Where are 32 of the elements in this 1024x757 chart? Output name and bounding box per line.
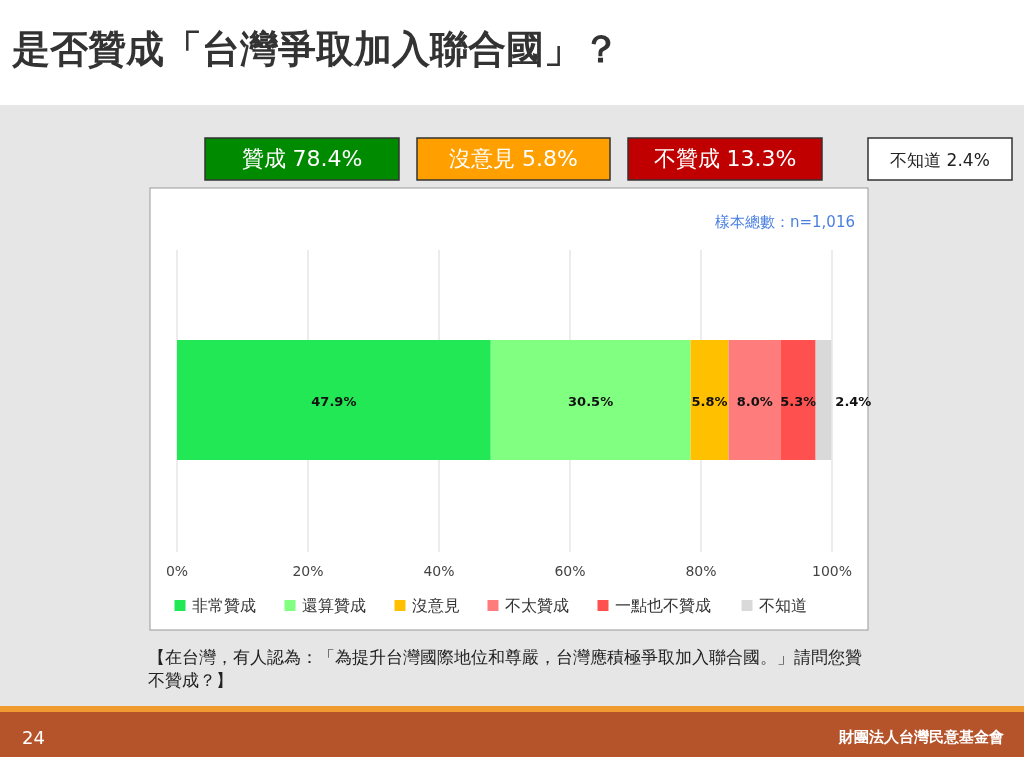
legend-label: 一點也不贊成	[614, 596, 711, 615]
x-tick-label: 100%	[811, 563, 853, 579]
text: 沒意見 5.8%	[449, 146, 578, 171]
legend-label: 不太贊成	[504, 596, 569, 615]
bar	[177, 340, 491, 460]
chart-title: 是否贊成「台灣爭取加入聯合國」？	[11, 27, 620, 71]
legend-label: 還算贊成	[301, 596, 366, 615]
text: 不贊成 13.3%	[653, 146, 797, 171]
bar	[780, 340, 816, 460]
data-label: 5.3%	[780, 394, 817, 409]
x-tick-label: 40%	[423, 563, 455, 579]
data-label: 2.4%	[835, 394, 872, 409]
bar	[728, 340, 781, 460]
data-label: 47.9%	[311, 394, 357, 409]
x-tick-label: 20%	[292, 563, 324, 579]
x-tick-label: 80%	[685, 563, 717, 579]
legend-label: 非常贊成	[191, 596, 256, 615]
text: 贊成 78.4%	[241, 146, 363, 171]
data-label: 5.8%	[691, 394, 728, 409]
x-tick-label: 0%	[165, 563, 189, 579]
text: 財團法人台灣民意基金會	[838, 728, 1004, 746]
x-tick-label: 60%	[554, 563, 586, 579]
bar	[690, 340, 729, 460]
data-label: 30.5%	[568, 394, 614, 409]
data-label: 8.0%	[736, 394, 773, 409]
bar	[490, 340, 691, 460]
text: 24	[22, 727, 45, 748]
text: 不知道 2.4%	[890, 150, 990, 170]
text: 樣本總數：n=1,016	[714, 213, 855, 231]
legend-label: 不知道	[758, 596, 807, 615]
text: 【在台灣，有人認為：「為提升台灣國際地位和尊嚴，台灣應積極爭取加入聯合國。」請問您贊不贊成？】	[148, 646, 863, 692]
legend-label: 沒意見	[411, 596, 460, 615]
